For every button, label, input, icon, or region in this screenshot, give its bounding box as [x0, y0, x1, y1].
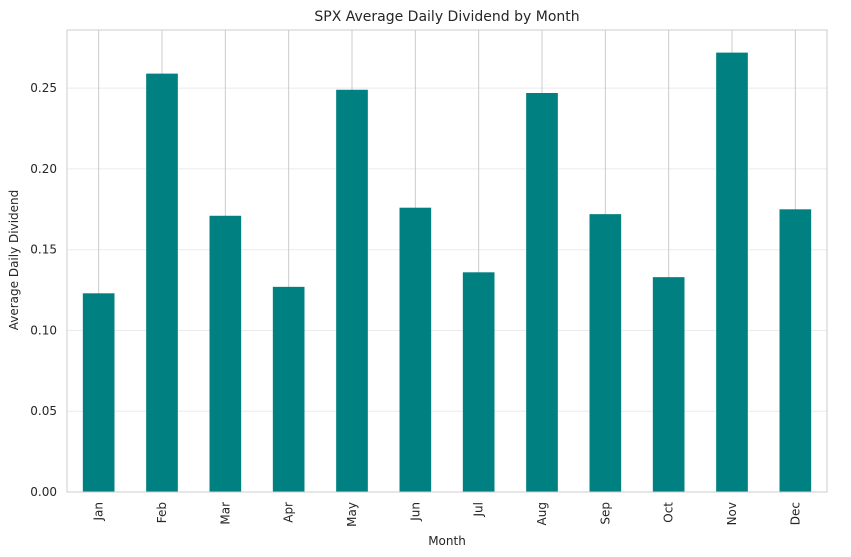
- bar-oct: [652, 277, 685, 492]
- bar-may: [336, 89, 368, 493]
- y-tick-label-2: 0.10: [30, 323, 57, 337]
- bar-apr: [272, 286, 305, 492]
- plot-frame: [66, 29, 828, 493]
- x-tick-label-may: May: [345, 502, 359, 527]
- y-tick-label-5: 0.25: [30, 81, 57, 95]
- x-tick-label-jul: Jul: [472, 502, 486, 517]
- y-tick-label-1: 0.05: [30, 404, 57, 418]
- bar-nov: [716, 52, 748, 492]
- y-tick-label-0: 0.00: [30, 485, 57, 499]
- x-tick-label-aug: Aug: [535, 502, 549, 525]
- bar-feb: [146, 73, 178, 492]
- x-tick-label-nov: Nov: [725, 502, 739, 525]
- x-tick-label-feb: Feb: [155, 502, 169, 523]
- x-tick-label-jun: Jun: [408, 502, 422, 522]
- x-axis-label: Month: [428, 534, 466, 548]
- y-axis-label: Average Daily Dividend: [7, 190, 21, 331]
- plot-area: 0.00 0.05 0.10 0.15 0.20 0.25 Jan Feb Mar Apr May J…: [30, 29, 828, 527]
- x-tick-label-mar: Mar: [218, 502, 232, 525]
- y-tick-label-3: 0.15: [30, 243, 57, 257]
- x-tick-label-oct: Oct: [662, 502, 676, 523]
- bar-jun: [399, 207, 432, 492]
- bar-jan: [82, 293, 115, 492]
- x-tick-label-sep: Sep: [598, 502, 612, 525]
- chart-title: SPX Average Daily Dividend by Month: [314, 9, 579, 25]
- bar-jul: [462, 272, 495, 492]
- x-tick-label-dec: Dec: [788, 502, 802, 525]
- y-tick-label-4: 0.20: [30, 162, 57, 176]
- bar-sep: [589, 214, 622, 492]
- bar-aug: [526, 93, 558, 492]
- x-tick-label-apr: Apr: [282, 502, 296, 523]
- x-tick-label-jan: Jan: [92, 502, 106, 522]
- bar-mar: [209, 215, 242, 492]
- bar-dec: [779, 209, 812, 493]
